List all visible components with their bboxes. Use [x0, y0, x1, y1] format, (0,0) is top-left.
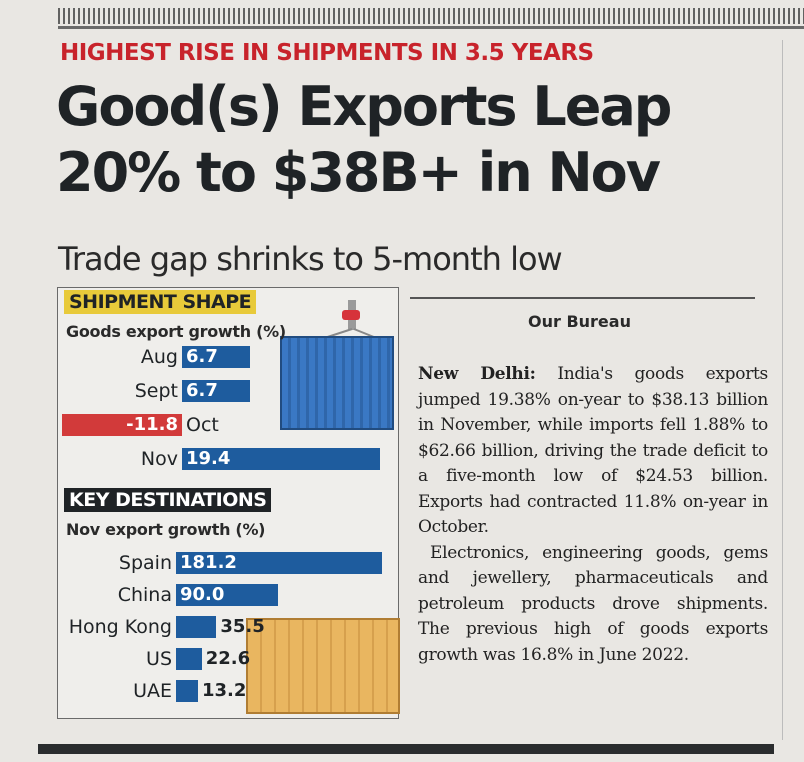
value-label-uae: 13.2: [202, 680, 247, 701]
wooden-crate-icon: [246, 618, 400, 714]
chart-title-goods-export-growth: Goods export growth (%): [66, 322, 286, 341]
value-label-oct: -11.8: [126, 414, 178, 435]
bar-china: [176, 584, 279, 606]
destination-row-hong-kong: Hong Kong 35.5: [58, 614, 398, 640]
value-label-spain: 181.2: [180, 552, 237, 573]
destination-row-uae: UAE 13.2: [58, 678, 398, 704]
value-label-hong-kong: 35.5: [220, 616, 265, 637]
article-body: New Delhi: India's goods exports jumped …: [418, 362, 768, 668]
kicker: HIGHEST RISE IN SHIPMENTS IN 3.5 YEARS: [60, 40, 594, 66]
headline: Good(s) Exports Leap 20% to $38B+ in Nov: [56, 74, 776, 206]
section-label-key-destinations: KEY DESTINATIONS: [64, 488, 272, 512]
value-label-us: 22.6: [205, 648, 251, 669]
shipment-row-sept: 6.7 Sept: [58, 378, 398, 404]
destination-row-us: US 22.6: [58, 646, 398, 672]
bar-uae: [176, 680, 198, 702]
top-hatched-rule: [58, 8, 804, 24]
destination-row-china: China 90.0: [58, 582, 398, 608]
bottom-rule: [38, 744, 774, 754]
category-label-us: US: [146, 648, 172, 670]
category-label-hong-kong: Hong Kong: [68, 616, 172, 638]
article-top-rule: [410, 297, 755, 299]
article-paragraph-2: Electronics, engineering goods, gems and…: [418, 542, 768, 665]
bar-aug: [182, 346, 251, 368]
shipment-row-nov: 19.4 Nov: [58, 446, 398, 472]
bar-hong-kong: [176, 616, 217, 638]
shipment-row-oct: -11.8 Oct: [58, 412, 398, 438]
subheadline: Trade gap shrinks to 5-month low: [58, 240, 563, 278]
value-label-china: 90.0: [180, 584, 225, 605]
byline: Our Bureau: [528, 312, 631, 331]
value-label-nov: 19.4: [186, 448, 231, 469]
bar-oct: [61, 414, 182, 436]
column-divider: [782, 40, 783, 740]
bar-nov: [182, 448, 380, 470]
dateline: New Delhi:: [418, 364, 536, 384]
category-label-nov: Nov: [140, 448, 178, 470]
article-paragraph-1: New Delhi: India's goods exports jumped …: [418, 362, 768, 541]
section-label-shipment-shape: SHIPMENT SHAPE: [64, 290, 257, 314]
category-label-sept: Sept: [134, 380, 178, 402]
bar-us: [176, 648, 202, 670]
bar-sept: [182, 380, 251, 402]
top-rule: [58, 26, 804, 29]
category-label-oct: Oct: [186, 414, 219, 436]
category-label-china: China: [117, 584, 172, 606]
paragraph-1-text: India's goods exports jumped 19.38% on-y…: [418, 364, 768, 537]
chart-box: SHIPMENT SHAPE Goods export growth (%) 6…: [57, 287, 400, 719]
value-label-aug: 6.7: [186, 346, 218, 367]
bar-spain: [176, 552, 382, 574]
headline-line-2: 20% to $38B+ in Nov: [56, 141, 661, 204]
category-label-spain: Spain: [118, 552, 172, 574]
destination-row-spain: Spain 181.2: [58, 550, 398, 576]
chart-title-nov-export-growth: Nov export growth (%): [66, 520, 266, 539]
shipment-row-aug: 6.7 Aug: [58, 344, 398, 370]
hook-tip-icon: [342, 310, 360, 320]
headline-line-1: Good(s) Exports Leap: [56, 75, 672, 138]
category-label-aug: Aug: [140, 346, 178, 368]
shipping-container-icon: [280, 336, 394, 430]
category-label-uae: UAE: [133, 680, 172, 702]
value-label-sept: 6.7: [186, 380, 218, 401]
